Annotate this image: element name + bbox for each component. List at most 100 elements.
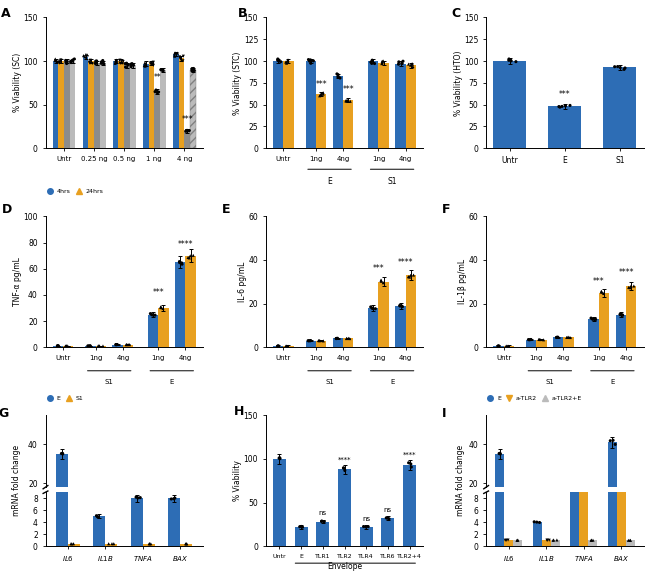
Point <box>52 57 62 66</box>
Point <box>168 494 179 503</box>
Y-axis label: IL-6 pg/mL: IL-6 pg/mL <box>238 261 247 302</box>
Point <box>152 88 162 97</box>
Point <box>586 515 597 525</box>
Bar <box>105 521 118 522</box>
Point <box>605 290 616 300</box>
Point <box>297 522 307 532</box>
Point <box>501 342 512 351</box>
Point <box>98 56 108 65</box>
Bar <box>168 507 181 522</box>
Point <box>548 536 558 545</box>
Point <box>51 56 61 66</box>
Point <box>79 51 89 60</box>
Point <box>542 536 552 545</box>
Text: D: D <box>1 203 12 216</box>
Point <box>139 61 150 70</box>
Point <box>61 341 72 350</box>
Point <box>175 53 185 63</box>
Point <box>404 59 414 69</box>
Point <box>153 88 163 97</box>
Bar <box>294 527 307 546</box>
Point <box>92 512 103 522</box>
Bar <box>526 339 536 347</box>
Point <box>525 335 536 344</box>
Point <box>588 536 598 545</box>
Bar <box>551 540 560 546</box>
Point <box>135 493 146 502</box>
Point <box>542 515 552 525</box>
Point <box>570 489 580 498</box>
Bar <box>160 70 166 148</box>
Point <box>296 522 306 531</box>
Point <box>184 253 194 263</box>
Point <box>367 56 378 65</box>
Point <box>495 331 506 340</box>
Point <box>140 58 150 67</box>
Point <box>617 469 627 479</box>
Point <box>153 87 164 96</box>
Point <box>181 517 192 526</box>
Point <box>332 69 342 78</box>
Point <box>272 342 283 351</box>
Text: S1: S1 <box>325 379 334 385</box>
Point <box>365 302 376 311</box>
Text: ***: *** <box>152 289 164 297</box>
Text: A: A <box>1 7 11 20</box>
Point <box>397 302 408 311</box>
Text: ****: **** <box>398 257 413 267</box>
Point <box>62 57 72 66</box>
Point <box>382 514 393 523</box>
Point <box>107 539 117 548</box>
Point <box>58 331 68 340</box>
Point <box>112 340 122 349</box>
Point <box>187 64 197 74</box>
Point <box>318 336 328 346</box>
Point <box>123 340 133 349</box>
Text: ns: ns <box>384 507 392 513</box>
Point <box>314 336 324 345</box>
Point <box>407 59 417 69</box>
Text: C: C <box>452 7 461 20</box>
Point <box>565 101 575 110</box>
Point <box>393 59 404 69</box>
Point <box>182 125 192 135</box>
Bar <box>190 70 196 148</box>
Bar <box>94 516 105 546</box>
Point <box>569 489 579 498</box>
Point <box>144 517 155 526</box>
Bar <box>504 346 514 347</box>
Point <box>369 59 380 68</box>
Point <box>500 515 510 525</box>
Point <box>166 494 177 504</box>
Bar <box>143 544 155 546</box>
Bar <box>88 61 94 148</box>
Point <box>524 335 534 345</box>
Point <box>111 340 122 349</box>
Point <box>501 536 512 545</box>
Y-axis label: % Viability (STC): % Viability (STC) <box>233 51 242 114</box>
Point <box>581 453 592 462</box>
Point <box>98 59 109 68</box>
Point <box>339 466 350 475</box>
Point <box>181 126 191 135</box>
Point <box>66 57 76 66</box>
Point <box>377 57 387 66</box>
Bar <box>513 520 522 522</box>
Bar <box>359 527 372 546</box>
Text: E: E <box>222 203 230 216</box>
Point <box>502 342 512 351</box>
Point <box>615 310 625 319</box>
Bar <box>406 275 416 347</box>
Point <box>87 59 98 68</box>
Point <box>341 334 352 343</box>
Point <box>68 517 79 526</box>
Point <box>626 282 636 291</box>
Point <box>62 341 73 350</box>
Text: E: E <box>327 177 332 186</box>
Text: S1: S1 <box>545 379 554 385</box>
Bar <box>541 520 551 522</box>
Point <box>92 56 102 66</box>
Point <box>90 58 101 67</box>
Point <box>535 335 545 344</box>
Point <box>560 101 571 110</box>
